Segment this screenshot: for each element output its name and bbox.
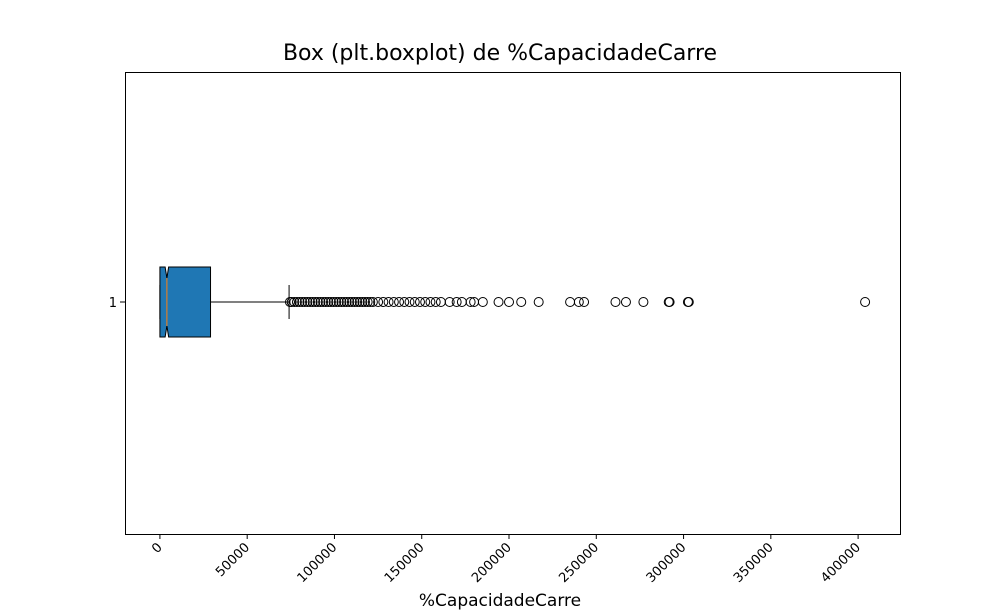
- outlier-point: [318, 297, 329, 307]
- outlier-point: [409, 297, 420, 307]
- outlier-point: [388, 297, 399, 307]
- outlier-point: [533, 297, 544, 307]
- outlier-point: [425, 297, 436, 307]
- outlier-point: [325, 297, 336, 307]
- x-tick-label: 150000: [382, 540, 428, 586]
- x-tick-label: 300000: [644, 540, 690, 586]
- outlier-point: [493, 297, 504, 307]
- outlier-point: [349, 297, 360, 307]
- outlier-point: [328, 297, 339, 307]
- outlier-point: [664, 297, 675, 307]
- outlier-point: [579, 297, 590, 307]
- outlier-point: [339, 297, 350, 307]
- outlier-point: [516, 297, 527, 307]
- outlier-point: [404, 297, 415, 307]
- outlier-point: [504, 297, 515, 307]
- outlier-point: [352, 297, 363, 307]
- outlier-point: [346, 297, 357, 307]
- outlier-point: [312, 297, 323, 307]
- outlier-point: [444, 297, 455, 307]
- outlier-point: [344, 297, 355, 307]
- outlier-point: [357, 297, 368, 307]
- outlier-point: [360, 297, 371, 307]
- outlier-point: [451, 297, 462, 307]
- outlier-point: [365, 297, 376, 307]
- outlier-point: [430, 297, 441, 307]
- outlier-point: [362, 297, 373, 307]
- x-axis-label: %CapacidadeCarre: [418, 591, 582, 611]
- outlier-point: [286, 297, 297, 307]
- outlier-point: [378, 297, 389, 307]
- outlier-point: [610, 297, 621, 307]
- x-tick-label: 200000: [469, 540, 515, 586]
- outlier-point: [333, 297, 344, 307]
- outlier-point: [683, 297, 694, 307]
- outlier-point: [367, 297, 378, 307]
- x-tick-label: 250000: [556, 540, 602, 586]
- outlier-point: [331, 297, 342, 307]
- outlier-point: [465, 297, 476, 307]
- outlier-point: [341, 297, 352, 307]
- outlier-point: [420, 297, 431, 307]
- plot-frame: [125, 72, 901, 535]
- outlier-point: [414, 297, 425, 307]
- chart-title: Box (plt.boxplot) de %CapacidadeCarre: [282, 41, 718, 66]
- outlier-point: [354, 297, 365, 307]
- outlier-point: [620, 297, 631, 307]
- outlier-point: [399, 297, 410, 307]
- outlier-point: [305, 297, 316, 307]
- outlier-point: [310, 297, 321, 307]
- x-tick-label: 100000: [295, 540, 341, 586]
- plot-background: [125, 72, 900, 534]
- outlier-point: [294, 297, 305, 307]
- y-tick-label: 1: [109, 296, 117, 311]
- x-tick-label: 0: [149, 540, 165, 556]
- outlier-point: [323, 297, 334, 307]
- box-body: [159, 266, 212, 338]
- x-tick-label: 50000: [213, 540, 253, 580]
- outlier-point: [297, 297, 308, 307]
- outlier-point: [638, 297, 649, 307]
- outlier-point: [573, 297, 584, 307]
- outlier-point: [289, 297, 300, 307]
- outlier-point: [860, 297, 871, 307]
- outlier-point: [291, 297, 302, 307]
- outlier-point: [336, 297, 347, 307]
- x-tick-label: 400000: [818, 540, 864, 586]
- x-tick-label: 350000: [731, 540, 777, 586]
- outlier-point: [373, 297, 384, 307]
- outlier-point: [394, 297, 405, 307]
- outlier-point: [320, 297, 331, 307]
- outlier-point: [307, 297, 318, 307]
- outlier-point: [299, 297, 310, 307]
- outlier-point: [477, 297, 488, 307]
- outlier-point: [383, 297, 394, 307]
- outlier-point: [302, 297, 313, 307]
- outlier-point: [315, 297, 326, 307]
